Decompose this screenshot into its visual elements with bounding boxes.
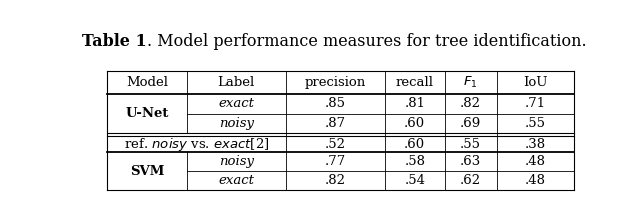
Text: $\mathit{F}_1$: $\mathit{F}_1$: [463, 75, 478, 90]
Text: recall: recall: [396, 76, 434, 89]
Text: Table 1: Table 1: [83, 33, 147, 50]
Text: .82: .82: [325, 174, 346, 187]
Text: noisy: noisy: [219, 155, 253, 168]
Text: Model: Model: [126, 76, 168, 89]
Text: .87: .87: [325, 117, 346, 130]
Text: exact: exact: [218, 174, 254, 187]
Text: Label: Label: [218, 76, 255, 89]
Text: .48: .48: [525, 155, 545, 168]
Text: .60: .60: [404, 138, 426, 151]
Text: .81: .81: [404, 97, 426, 110]
Text: U-Net: U-Net: [125, 107, 169, 120]
Text: .55: .55: [460, 138, 481, 151]
Text: .85: .85: [325, 97, 346, 110]
Text: .82: .82: [460, 97, 481, 110]
Text: ref. $\mathit{noisy}$ vs. $\mathit{exact}$[2]: ref. $\mathit{noisy}$ vs. $\mathit{exact…: [124, 136, 269, 153]
Text: .52: .52: [325, 138, 346, 151]
Text: .77: .77: [325, 155, 346, 168]
Text: exact: exact: [218, 97, 254, 110]
Text: .60: .60: [404, 117, 426, 130]
Text: .69: .69: [460, 117, 481, 130]
Text: .54: .54: [404, 174, 426, 187]
Text: .62: .62: [460, 174, 481, 187]
Text: .63: .63: [460, 155, 481, 168]
Text: .58: .58: [404, 155, 426, 168]
Text: SVM: SVM: [130, 165, 164, 177]
Text: noisy: noisy: [219, 117, 253, 130]
Text: IoU: IoU: [523, 76, 547, 89]
Text: .55: .55: [525, 117, 545, 130]
Text: .38: .38: [525, 138, 546, 151]
Text: precision: precision: [305, 76, 366, 89]
Text: .71: .71: [525, 97, 546, 110]
Text: . Model performance measures for tree identification.: . Model performance measures for tree id…: [147, 33, 587, 50]
Text: .48: .48: [525, 174, 545, 187]
